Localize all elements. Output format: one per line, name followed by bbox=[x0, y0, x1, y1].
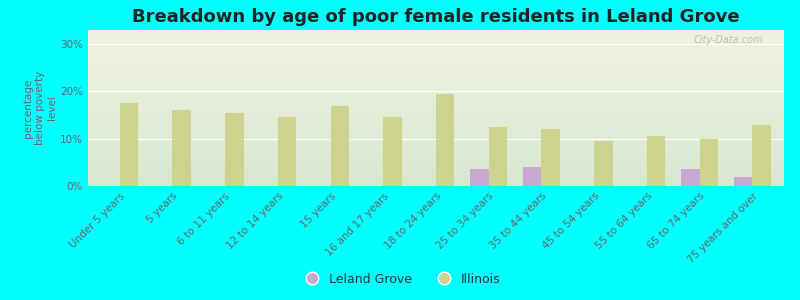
Bar bbox=[647, 136, 666, 186]
Bar bbox=[594, 141, 613, 186]
Bar bbox=[225, 113, 243, 186]
Bar bbox=[752, 124, 771, 186]
Bar bbox=[330, 106, 349, 186]
Text: City-Data.com: City-Data.com bbox=[694, 35, 763, 45]
Bar bbox=[523, 167, 542, 186]
Bar bbox=[120, 103, 138, 186]
Title: Breakdown by age of poor female residents in Leland Grove: Breakdown by age of poor female resident… bbox=[132, 8, 740, 26]
Bar bbox=[470, 169, 489, 186]
Bar bbox=[489, 127, 507, 186]
Bar bbox=[172, 110, 191, 186]
Bar bbox=[436, 94, 454, 186]
Bar bbox=[383, 118, 402, 186]
Bar bbox=[734, 176, 752, 186]
Legend: Leland Grove, Illinois: Leland Grove, Illinois bbox=[294, 268, 506, 291]
Bar bbox=[542, 129, 560, 186]
Bar bbox=[700, 139, 718, 186]
Bar bbox=[681, 169, 700, 186]
Bar bbox=[278, 118, 296, 186]
Y-axis label: percentage
below poverty
level: percentage below poverty level bbox=[22, 71, 58, 145]
